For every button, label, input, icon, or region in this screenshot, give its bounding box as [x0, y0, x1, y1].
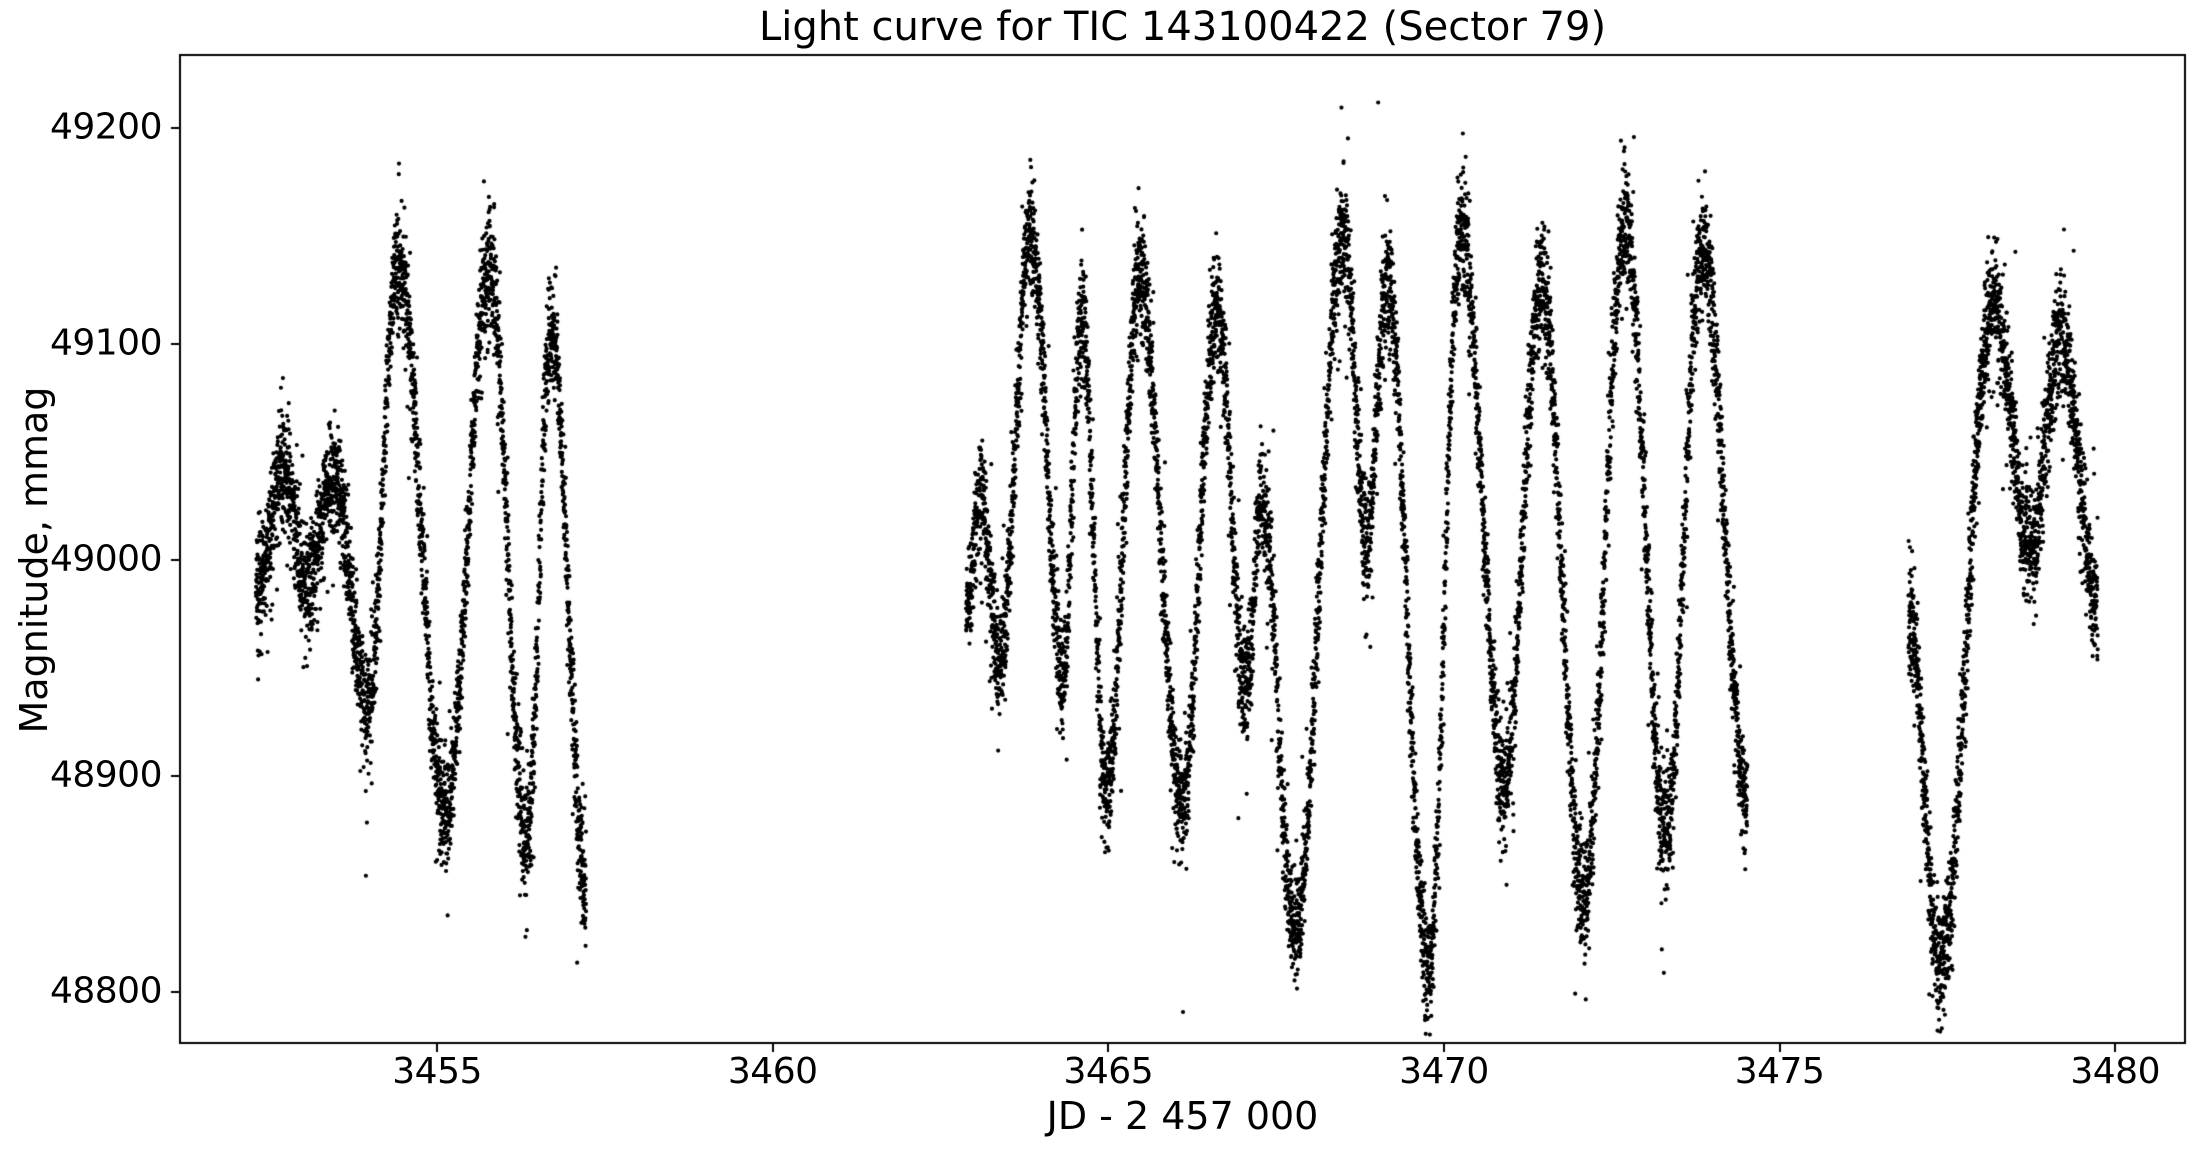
chart-title: Light curve for TIC 143100422 (Sector 79… — [758, 4, 1607, 50]
x-tick-label: 3475 — [1734, 1051, 1825, 1092]
y-tick-label: 48800 — [49, 970, 163, 1012]
y-tick-label: 48900 — [49, 754, 163, 796]
x-tick-label: 3455 — [392, 1051, 482, 1092]
x-tick-label: 3480 — [2070, 1051, 2160, 1092]
y-tick-label: 49000 — [49, 539, 163, 581]
y-tick-label: 49100 — [49, 323, 163, 365]
x-axis-label: JD - 2 457 000 — [1046, 1094, 1319, 1138]
y-tick-label: 49200 — [49, 107, 163, 149]
x-tick-label: 3470 — [1399, 1051, 1489, 1092]
x-tick-label: 3465 — [1063, 1051, 1154, 1092]
x-tick-label: 3460 — [727, 1051, 818, 1092]
